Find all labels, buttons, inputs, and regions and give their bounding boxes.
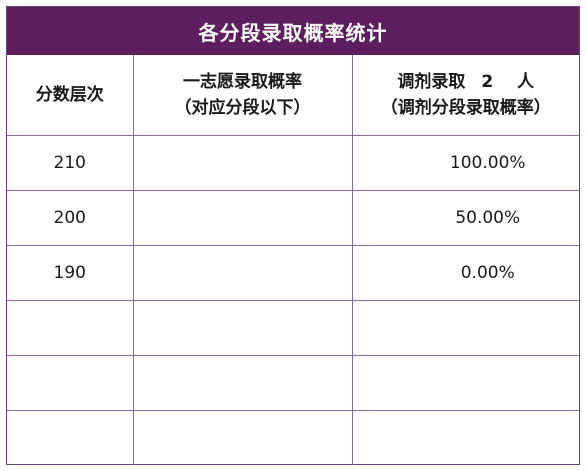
cell-first-choice — [132, 134, 353, 191]
cell-score — [7, 299, 134, 356]
header-first-choice: 一志愿录取概率 （对应分段以下） — [132, 55, 353, 136]
cell-first-choice — [132, 409, 353, 465]
cell-adjusted — [351, 299, 579, 356]
probability-table-card: 各分段录取概率统计 分数层次 一志愿录取概率 （对应分段以下） 调剂录取 2 人… — [6, 6, 580, 465]
cell-adjusted: 0.00% — [351, 244, 579, 301]
cell-score — [7, 354, 134, 411]
cell-score: 210 — [7, 134, 134, 191]
cell-first-choice — [132, 354, 353, 411]
cell-first-choice — [132, 299, 353, 356]
table-row — [7, 409, 579, 465]
header-adjusted-suffix: 人 — [517, 71, 535, 92]
header-adjusted-prefix: 调剂录取 — [397, 71, 466, 92]
table-row: 210 100.00% — [7, 134, 579, 191]
table-header-row: 分数层次 一志愿录取概率 （对应分段以下） 调剂录取 2 人 （调剂分段录取概率… — [7, 55, 579, 136]
probability-table: 分数层次 一志愿录取概率 （对应分段以下） 调剂录取 2 人 （调剂分段录取概率… — [7, 55, 579, 465]
cell-adjusted — [351, 409, 579, 465]
cell-first-choice — [132, 244, 353, 301]
cell-adjusted — [351, 354, 579, 411]
header-adjusted-count: 2 — [481, 71, 494, 92]
cell-score — [7, 409, 134, 465]
cell-adjusted: 50.00% — [351, 189, 579, 246]
table-row — [7, 354, 579, 411]
cell-first-choice — [132, 189, 353, 246]
cell-adjusted: 100.00% — [351, 134, 579, 191]
header-adjusted: 调剂录取 2 人 （调剂分段录取概率） — [351, 55, 579, 136]
table-title: 各分段录取概率统计 — [7, 7, 579, 55]
table-row — [7, 299, 579, 356]
cell-score: 190 — [7, 244, 134, 301]
header-score-level: 分数层次 — [7, 55, 134, 136]
cell-score: 200 — [7, 189, 134, 246]
table-row: 200 50.00% — [7, 189, 579, 246]
table-row: 190 0.00% — [7, 244, 579, 301]
